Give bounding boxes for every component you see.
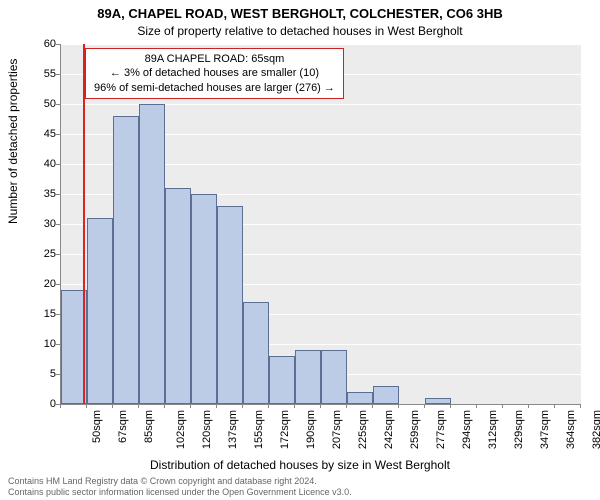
x-tick-label: 364sqm <box>565 410 577 449</box>
y-tick-label: 60 <box>26 38 56 50</box>
histogram-bar <box>295 350 321 404</box>
y-tick-label: 55 <box>26 68 56 80</box>
histogram-bar <box>373 386 399 404</box>
y-tick-label: 35 <box>26 188 56 200</box>
x-tick-label: 259sqm <box>409 410 421 449</box>
x-tick-label: 137sqm <box>227 410 239 449</box>
y-tick-label: 10 <box>26 338 56 350</box>
y-tick-label: 30 <box>26 218 56 230</box>
x-tick-label: 207sqm <box>331 410 343 449</box>
y-axis-label: Number of detached properties <box>6 59 20 224</box>
histogram-bar <box>269 356 295 404</box>
x-tick-label: 294sqm <box>461 410 473 449</box>
attribution-line-1: Contains HM Land Registry data © Crown c… <box>8 476 352 487</box>
y-tick-label: 20 <box>26 278 56 290</box>
y-tick-label: 0 <box>26 398 56 410</box>
histogram-bar <box>321 350 347 404</box>
x-tick-label: 277sqm <box>435 410 447 449</box>
x-tick-label: 85sqm <box>143 410 155 443</box>
histogram-bar <box>425 398 451 404</box>
histogram-bar <box>347 392 373 404</box>
annotation-box: 89A CHAPEL ROAD: 65sqm ← 3% of detached … <box>85 48 344 99</box>
x-tick-label: 225sqm <box>357 410 369 449</box>
y-tick-label: 25 <box>26 248 56 260</box>
chart-title-sub: Size of property relative to detached ho… <box>0 24 600 38</box>
x-tick-label: 312sqm <box>487 410 499 449</box>
histogram-bar <box>113 116 139 404</box>
histogram-bar <box>87 218 113 404</box>
x-tick-label: 120sqm <box>201 410 213 449</box>
x-tick-label: 172sqm <box>279 410 291 449</box>
x-tick-label: 102sqm <box>175 410 187 449</box>
annotation-line-2: ← 3% of detached houses are smaller (10) <box>94 66 335 80</box>
attribution-text: Contains HM Land Registry data © Crown c… <box>8 476 352 498</box>
annotation-line-1: 89A CHAPEL ROAD: 65sqm <box>94 52 335 66</box>
y-tick-label: 15 <box>26 308 56 320</box>
histogram-bar <box>139 104 165 404</box>
x-tick-label: 50sqm <box>91 410 103 443</box>
attribution-line-2: Contains public sector information licen… <box>8 487 352 498</box>
histogram-bar <box>243 302 269 404</box>
x-tick-label: 67sqm <box>117 410 129 443</box>
x-tick-label: 190sqm <box>305 410 317 449</box>
histogram-bar <box>165 188 191 404</box>
y-tick-label: 45 <box>26 128 56 140</box>
y-tick-label: 5 <box>26 368 56 380</box>
x-tick-label: 155sqm <box>253 410 265 449</box>
histogram-bar <box>217 206 243 404</box>
x-tick-label: 329sqm <box>513 410 525 449</box>
x-tick-label: 242sqm <box>383 410 395 449</box>
x-tick-label: 347sqm <box>539 410 551 449</box>
histogram-bar <box>191 194 217 404</box>
histogram-chart: 89A, CHAPEL ROAD, WEST BERGHOLT, COLCHES… <box>0 0 600 500</box>
x-axis-label: Distribution of detached houses by size … <box>0 458 600 472</box>
y-tick-label: 50 <box>26 98 56 110</box>
x-tick-label: 382sqm <box>591 410 600 449</box>
chart-title-main: 89A, CHAPEL ROAD, WEST BERGHOLT, COLCHES… <box>0 6 600 21</box>
y-tick-label: 40 <box>26 158 56 170</box>
annotation-line-3: 96% of semi-detached houses are larger (… <box>94 81 335 95</box>
